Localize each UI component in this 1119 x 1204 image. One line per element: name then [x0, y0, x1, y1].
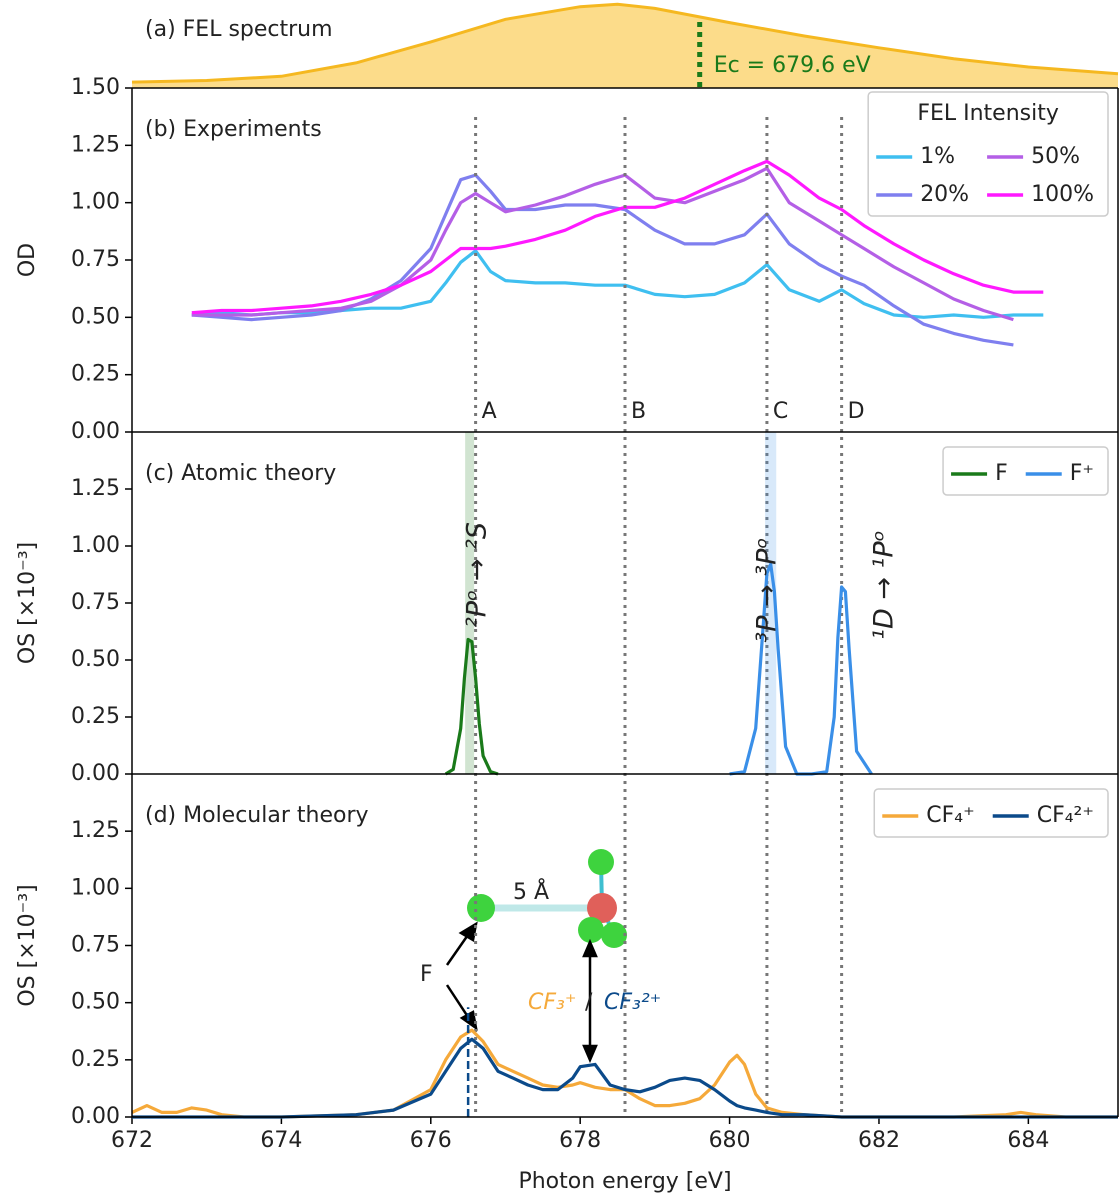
y-tick-label: 0.75 [71, 933, 120, 958]
band [465, 432, 475, 774]
legend-label: F [995, 461, 1008, 486]
annotation: CF₃²⁺ [604, 990, 661, 1015]
y-axis-label: OS [×10⁻³] [15, 884, 40, 1006]
legend: 1% 20% 50% 100% FEL Intensity [867, 91, 1109, 217]
x-tick-label: 684 [1007, 1128, 1049, 1153]
area [132, 4, 1118, 89]
y-tick-label: 0.25 [71, 704, 120, 729]
x-tick-label: 680 [709, 1128, 751, 1153]
annotation: F [420, 962, 433, 987]
legend-label: F⁺ [1070, 461, 1094, 486]
transition-label: ²Pᵒ → ²S [462, 522, 493, 628]
y-tick-label: 0.50 [71, 647, 120, 672]
y-tick-label: 0.25 [71, 362, 120, 387]
reference-label: A [482, 399, 497, 424]
line [191, 159, 1044, 315]
y-tick-label: 0.00 [71, 1104, 120, 1129]
line [131, 2, 1119, 84]
panel-title: (d) Molecular theory [145, 803, 369, 828]
molecule [467, 849, 627, 948]
f-atom [578, 917, 604, 943]
legend-label: 1% [920, 144, 955, 169]
panel-title: (b) Experiments [145, 117, 322, 142]
legend-label: 20% [920, 182, 969, 207]
line [191, 249, 1044, 319]
annotation: 5 Å [513, 878, 549, 905]
y-tick-label: 0.75 [71, 247, 120, 272]
f-atom [467, 894, 495, 922]
band [765, 432, 777, 774]
legend-title: FEL Intensity [917, 101, 1059, 126]
legend-label: CF₄⁺ [926, 803, 974, 828]
annotation: CF₃⁺ [528, 990, 576, 1015]
reference-label: C [773, 399, 788, 424]
f-atom [588, 849, 614, 875]
y-tick-label: 1.00 [71, 875, 120, 900]
arrowhead [582, 938, 598, 958]
legend-box [873, 788, 1109, 838]
line [191, 166, 1014, 322]
y-tick-label: 1.25 [71, 818, 120, 843]
y-axis-label: OD [15, 243, 40, 277]
reference-label: B [631, 399, 646, 424]
transition-label: ³P → ³Pᵒ [752, 537, 783, 642]
line [444, 637, 499, 776]
y-tick-label: 1.50 [71, 75, 120, 100]
legend-label: 50% [1031, 144, 1080, 169]
legend: CF₄⁺ CF₄²⁺ [873, 788, 1109, 838]
reference-label: D [848, 399, 865, 424]
c-atom [587, 893, 617, 923]
arrow [445, 931, 472, 966]
y-tick-label: 0.00 [71, 761, 120, 786]
f-atom [601, 922, 627, 948]
y-tick-label: 1.25 [71, 476, 120, 501]
y-tick-label: 1.00 [71, 533, 120, 558]
arrow [445, 984, 472, 1021]
legend-box [867, 91, 1109, 217]
x-tick-label: 672 [111, 1128, 153, 1153]
frame [131, 87, 1119, 1118]
x-tick-label: 682 [858, 1128, 900, 1153]
x-tick-label: 678 [559, 1128, 601, 1153]
plots: (a) FEL spectrum Ec = 679.6 eV 0.00 0.25 0.5… [15, 2, 1119, 1194]
panel-title: (a) FEL spectrum [145, 17, 333, 42]
y-tick-label: 1.00 [71, 190, 120, 215]
x-tick-label: 674 [260, 1128, 302, 1153]
y-axis-label: OS [×10⁻³] [15, 542, 40, 664]
legend-box [942, 446, 1109, 496]
x-tick-label: 676 [410, 1128, 452, 1153]
y-tick-label: 0.75 [71, 590, 120, 615]
arrowhead [582, 1044, 598, 1064]
y-tick-label: 0.50 [71, 304, 120, 329]
y-tick-label: 1.25 [71, 132, 120, 157]
transition-label: ¹D → ¹Pᵒ [869, 530, 900, 640]
panel-title: (c) Atomic theory [145, 461, 336, 486]
center-energy-label: Ec = 679.6 eV [714, 53, 871, 78]
legend: F F⁺ [942, 446, 1109, 496]
y-tick-label: 0.00 [71, 419, 120, 444]
arrowhead [458, 921, 478, 942]
y-tick-label: 0.50 [71, 990, 120, 1015]
x-axis-label: Photon energy [eV] [518, 1169, 731, 1194]
legend-label: CF₄²⁺ [1037, 803, 1094, 828]
legend-label: 100% [1031, 182, 1094, 207]
y-tick-label: 0.25 [71, 1047, 120, 1072]
annotation: / [585, 990, 593, 1015]
